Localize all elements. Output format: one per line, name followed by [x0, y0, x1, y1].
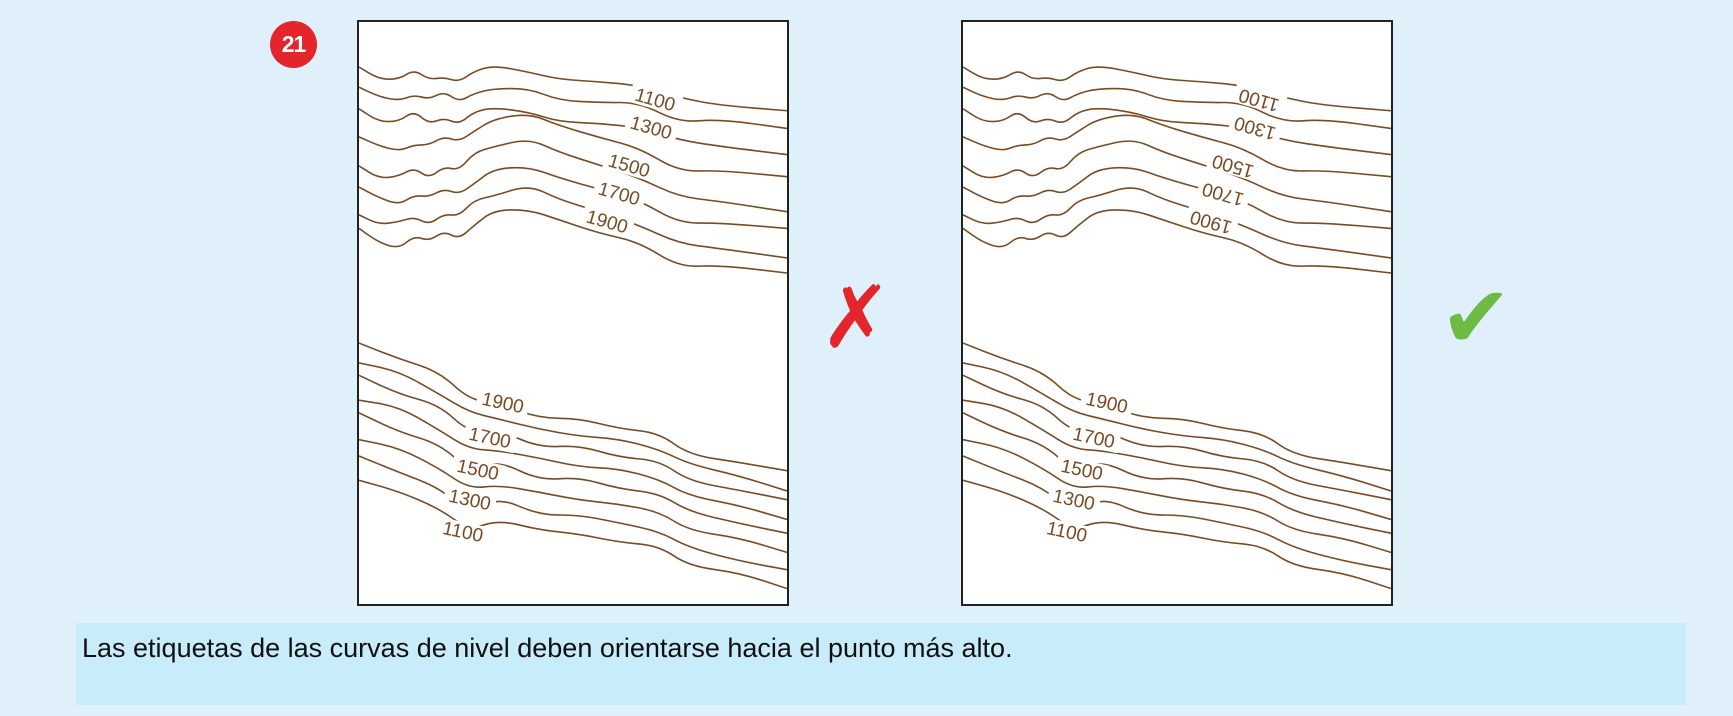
- contour-line: [963, 209, 1391, 274]
- cross-icon: ✗: [820, 268, 893, 368]
- check-icon: ✔: [1440, 268, 1513, 368]
- contour-label: 1100: [441, 518, 485, 547]
- contour-label: 1300: [628, 113, 674, 145]
- contour-label: 1300: [1051, 486, 1097, 515]
- contour-label: 1500: [606, 151, 652, 183]
- contour-label: 1900: [480, 389, 526, 418]
- contour-line: [359, 187, 787, 259]
- contour-label: 1700: [596, 179, 642, 211]
- contour-line: [963, 399, 1391, 521]
- label-background: [580, 204, 636, 238]
- contour-line: [963, 107, 1391, 156]
- contour-map-correct: 1100 1300 1500 1700 1900 1900 1700 1500 1300 1100: [961, 20, 1393, 606]
- contour-line: [359, 107, 787, 156]
- contour-line: [963, 66, 1391, 112]
- label-background: [435, 516, 491, 548]
- label-background: [624, 110, 680, 144]
- label-background: [462, 422, 518, 454]
- contour-line: [359, 114, 787, 178]
- label-background: [1206, 148, 1262, 182]
- contour-line: [359, 66, 787, 112]
- label-background: [1232, 82, 1288, 116]
- label-background: [1228, 110, 1284, 144]
- label-background: [1184, 204, 1240, 238]
- contour-line: [963, 438, 1391, 554]
- contour-label: 1300: [447, 486, 493, 515]
- figure-number-badge: 21: [270, 21, 317, 68]
- contour-line: [359, 412, 787, 534]
- label-background: [628, 82, 684, 116]
- contour-line: [359, 455, 787, 571]
- contour-line: [359, 86, 787, 130]
- contour-line: [359, 479, 787, 590]
- contour-label: 1100: [1237, 84, 1282, 115]
- contour-line: [963, 455, 1391, 571]
- contour-label: 1900: [584, 207, 630, 239]
- contour-line: [359, 362, 787, 492]
- contour-line: [359, 438, 787, 554]
- contour-label: 1900: [1188, 206, 1234, 238]
- contour-map-incorrect: 1100 1300 1500 1700 1900 1900 1700 1500 1300 1100: [357, 20, 789, 606]
- label-background: [1039, 516, 1095, 548]
- label-background: [1079, 387, 1135, 419]
- contour-line: [359, 399, 787, 521]
- caption-box: Las etiquetas de las curvas de nivel deb…: [76, 623, 1686, 705]
- label-background: [442, 484, 498, 516]
- contour-line: [359, 374, 787, 501]
- contour-line: [359, 140, 787, 213]
- contour-line: [963, 362, 1391, 492]
- caption-text: Las etiquetas de las curvas de nivel deb…: [82, 633, 1013, 663]
- contour-line: [963, 479, 1391, 590]
- contour-label: 1500: [1059, 456, 1105, 485]
- contour-line: [963, 374, 1391, 501]
- label-background: [592, 176, 648, 210]
- label-background: [450, 454, 506, 486]
- label-background: [602, 148, 658, 182]
- contour-label: 1900: [1084, 389, 1130, 418]
- contour-label: 1500: [1210, 150, 1256, 182]
- label-background: [1046, 484, 1102, 516]
- contour-line: [963, 86, 1391, 130]
- contour-label: 1100: [1045, 518, 1089, 547]
- contour-line: [963, 412, 1391, 534]
- contour-line: [359, 342, 787, 472]
- contour-line: [963, 342, 1391, 472]
- label-background: [1196, 176, 1252, 210]
- contour-line: [963, 187, 1391, 259]
- contour-label: 1500: [455, 456, 501, 485]
- contour-label: 1100: [632, 85, 677, 116]
- label-background: [1054, 454, 1110, 486]
- contour-line: [963, 140, 1391, 213]
- contour-line: [359, 166, 787, 230]
- contour-label: 1700: [1200, 178, 1246, 210]
- label-background: [475, 387, 531, 419]
- contour-line: [963, 166, 1391, 230]
- contour-line: [963, 114, 1391, 178]
- contour-line: [359, 209, 787, 274]
- label-background: [1066, 422, 1122, 454]
